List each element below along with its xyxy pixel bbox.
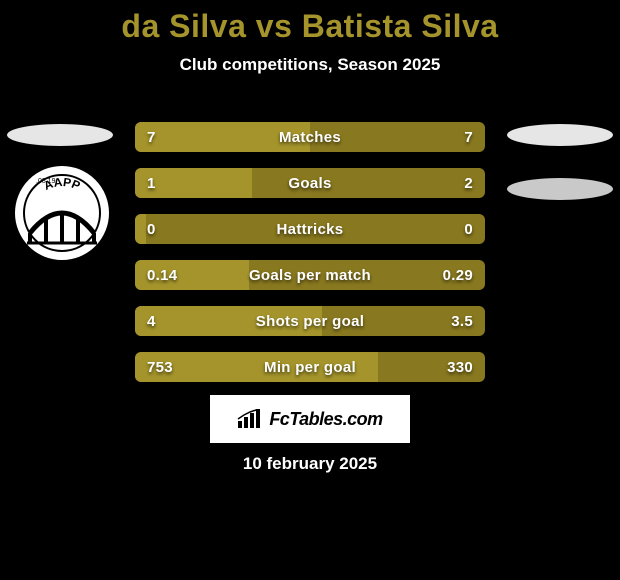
watermark-text: FcTables.com bbox=[269, 409, 382, 430]
chart-icon bbox=[237, 409, 263, 429]
stat-bar-row: 7Matches7 bbox=[135, 122, 485, 152]
stat-right-value: 0.29 bbox=[443, 260, 473, 290]
stat-label: Matches bbox=[135, 122, 485, 152]
stat-label: Min per goal bbox=[135, 352, 485, 382]
stat-label: Goals per match bbox=[135, 260, 485, 290]
stat-bar-row: 0.14Goals per match0.29 bbox=[135, 260, 485, 290]
club-badge: AAPP .08.19 bbox=[12, 163, 112, 263]
player-left-ellipse bbox=[7, 124, 113, 146]
stat-right-value: 7 bbox=[464, 122, 473, 152]
stat-label: Shots per goal bbox=[135, 306, 485, 336]
subtitle: Club competitions, Season 2025 bbox=[0, 55, 620, 75]
watermark: FcTables.com bbox=[210, 395, 410, 443]
stat-right-value: 0 bbox=[464, 214, 473, 244]
stat-right-value: 330 bbox=[447, 352, 473, 382]
stat-bars: 7Matches7 1Goals2 0Hattricks0 0.14Goals per… bbox=[135, 122, 485, 398]
stat-label: Hattricks bbox=[135, 214, 485, 244]
stat-bar-row: 753Min per goal330 bbox=[135, 352, 485, 382]
stat-right-value: 3.5 bbox=[451, 306, 473, 336]
comparison-card: da Silva vs Batista Silva Club competiti… bbox=[0, 0, 620, 580]
stat-label: Goals bbox=[135, 168, 485, 198]
svg-text:.08.19: .08.19 bbox=[36, 178, 56, 185]
player-right-ellipse-1 bbox=[507, 124, 613, 146]
stat-bar-row: 0Hattricks0 bbox=[135, 214, 485, 244]
stat-bar-row: 4Shots per goal3.5 bbox=[135, 306, 485, 336]
date-text: 10 february 2025 bbox=[0, 454, 620, 474]
page-title: da Silva vs Batista Silva bbox=[0, 8, 620, 45]
stat-bar-row: 1Goals2 bbox=[135, 168, 485, 198]
player-right-ellipse-2 bbox=[507, 178, 613, 200]
stat-right-value: 2 bbox=[464, 168, 473, 198]
